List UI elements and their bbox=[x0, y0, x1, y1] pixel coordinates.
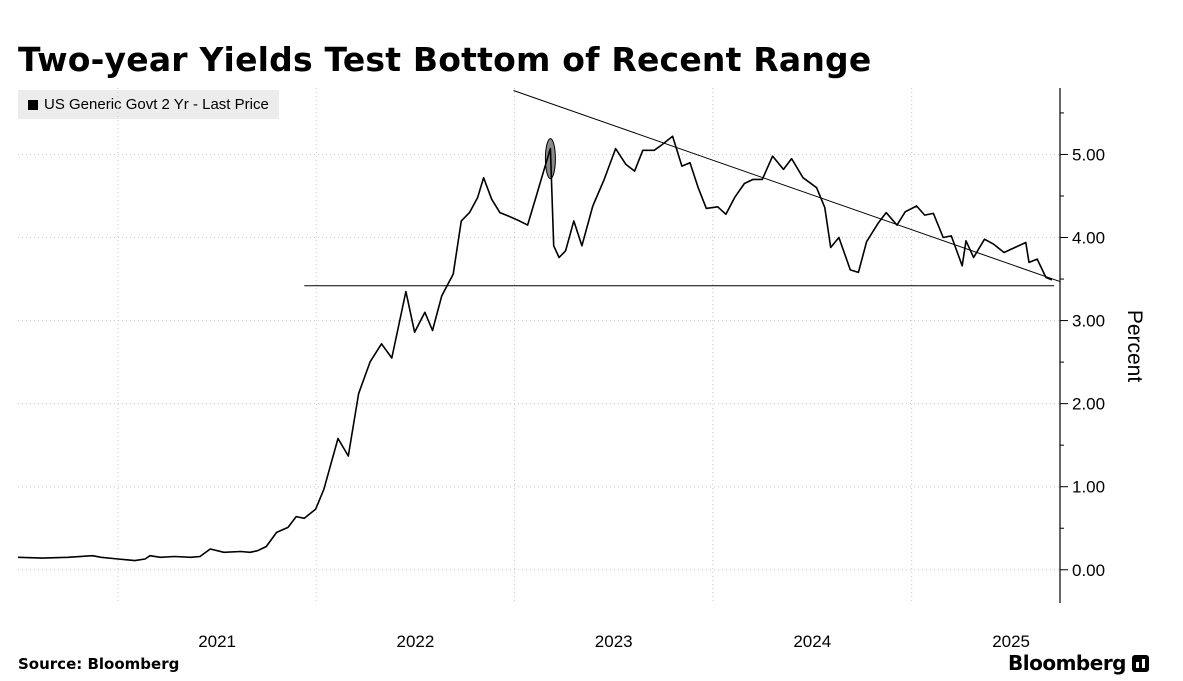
vertical-gridlines bbox=[117, 88, 913, 603]
source-note: Source: Bloomberg bbox=[18, 655, 180, 673]
legend: US Generic Govt 2 Yr - Last Price bbox=[18, 90, 279, 119]
annotations bbox=[304, 90, 1061, 287]
x-tick-label: 2025 bbox=[992, 632, 1030, 651]
brand-name: Bloomberg bbox=[1008, 651, 1126, 675]
x-tick-label: 2024 bbox=[793, 632, 831, 651]
x-tick-label: 2021 bbox=[198, 632, 236, 651]
horizontal-gridlines bbox=[18, 153, 1060, 571]
y-axis-label: Percent bbox=[1123, 310, 1146, 383]
yield-line bbox=[17, 135, 1053, 562]
legend-label: US Generic Govt 2 Yr - Last Price bbox=[44, 96, 269, 113]
resistance-trendline bbox=[513, 90, 1061, 283]
terminal-icon bbox=[1132, 654, 1149, 672]
x-axis: 2021 2022 2023 2024 2025 bbox=[198, 632, 1030, 651]
series-group bbox=[17, 135, 1053, 562]
x-tick-label: 2023 bbox=[595, 632, 633, 651]
y-tick-label: 5.00 bbox=[1072, 145, 1105, 164]
brand-logo: Bloomberg bbox=[1008, 651, 1149, 675]
y-tick-label: 1.00 bbox=[1072, 478, 1105, 497]
y-tick-label: 2.00 bbox=[1072, 395, 1105, 414]
y-tick-label: 0.00 bbox=[1072, 561, 1105, 580]
chart-title: Two-year Yields Test Bottom of Recent Ra… bbox=[18, 40, 872, 79]
x-tick-label: 2022 bbox=[396, 632, 434, 651]
y-tick-label: 3.00 bbox=[1072, 312, 1105, 331]
legend-swatch bbox=[28, 99, 38, 110]
y-axis: 0.00 1.00 2.00 3.00 4.00 5.00 bbox=[1059, 88, 1105, 603]
y-tick-label: 4.00 bbox=[1072, 229, 1105, 248]
